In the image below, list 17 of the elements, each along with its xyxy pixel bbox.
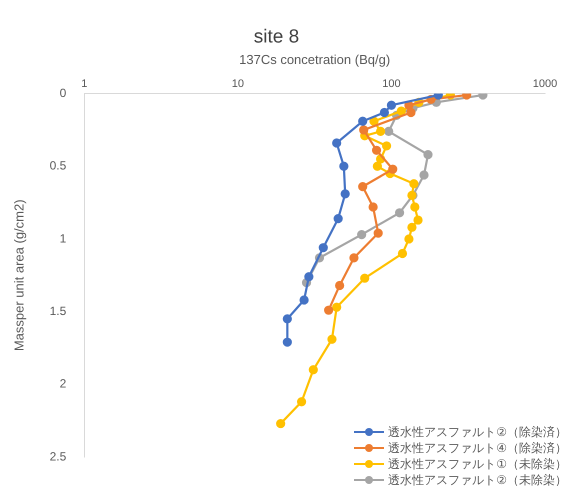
y-tick-label: 2.5 (50, 449, 67, 464)
y-tick-label: 0.5 (50, 158, 67, 173)
x-tick-label: 10 (232, 78, 244, 90)
legend-label: 透水性アスファルト①（未除染） (388, 456, 567, 472)
y-tick-label: 0 (60, 86, 67, 100)
legend-label: 透水性アスファルト②（未除染） (388, 472, 567, 488)
legend-label: 透水性アスファルト②（除染済） (388, 424, 567, 440)
y-tick-label: 2 (60, 376, 67, 391)
x-tick-label: 100 (382, 78, 401, 90)
y-tick-label: 1.5 (50, 304, 67, 318)
x-tick-label: 1 (81, 78, 88, 90)
chart-title: site 8 (254, 26, 300, 48)
y-axis-title: Massper unit area (g/cm2) (11, 199, 26, 352)
legend-label: 透水性アスファルト④（除染済） (388, 440, 567, 456)
y-tick-label: 1 (60, 231, 67, 246)
x-axis-title: 137Cs concetration (Bq/g) (239, 52, 390, 68)
x-tick-label: 1000 (532, 78, 558, 90)
